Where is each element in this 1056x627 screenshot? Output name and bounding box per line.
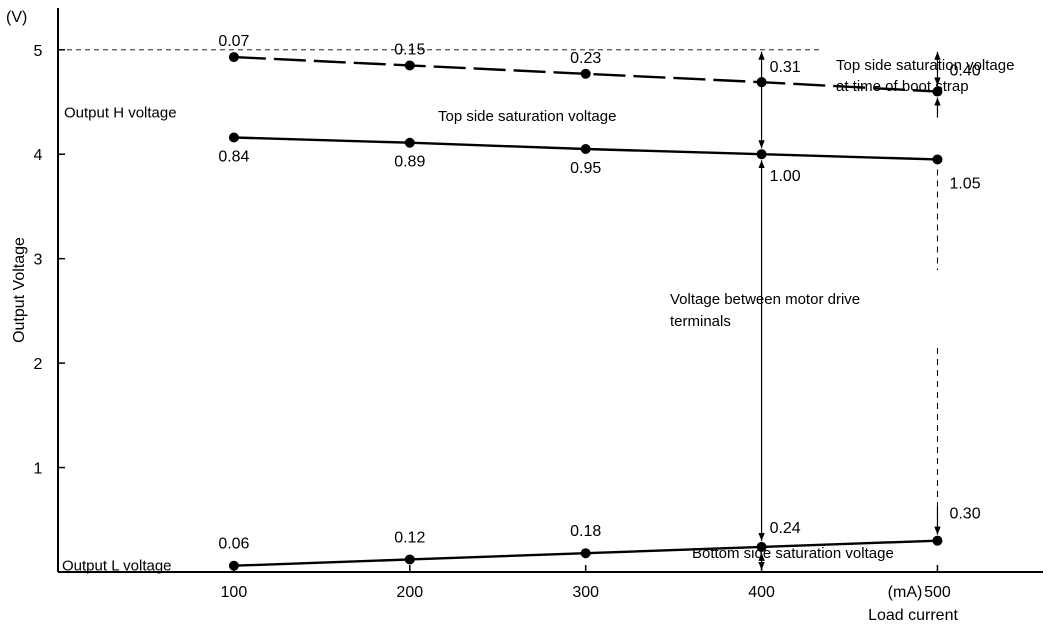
data-label-output-l: 0.18 (570, 523, 601, 540)
x-tick-label: 200 (396, 584, 423, 601)
annotation-motor-line2: terminals (670, 313, 731, 330)
y-tick-label: 3 (34, 252, 43, 269)
annotation-bottom-side: Bottom side saturation voltage (692, 545, 894, 562)
y-unit-label: (V) (6, 9, 27, 26)
x-axis-title: Load current (868, 607, 958, 624)
data-point-boot-strap (932, 86, 943, 97)
annotation-boot-line1: Top side saturation voltage (836, 57, 1014, 74)
y-tick-label: 1 (34, 461, 43, 478)
series-name-output-l: Output L voltage (62, 558, 172, 575)
data-point-output-l (228, 560, 239, 571)
annotation-top-side: Top side saturation voltage (438, 108, 616, 125)
data-label-output-h: 0.89 (394, 154, 425, 171)
data-label-boot-strap: 0.40 (949, 63, 980, 80)
annotation-motor-line1: Voltage between motor drive (670, 291, 860, 308)
data-point-output-h (404, 137, 415, 148)
data-point-boot-strap (404, 60, 415, 71)
data-label-output-h: 0.95 (570, 160, 601, 177)
data-label-output-l: 0.06 (218, 536, 249, 553)
data-label-boot-strap: 0.23 (570, 50, 601, 67)
x-unit-label: (mA) (888, 584, 923, 601)
data-point-output-h (932, 154, 943, 165)
y-tick-label: 2 (34, 356, 43, 373)
annotations-layer: Top side saturation voltage at time of bo… (438, 51, 1014, 570)
data-point-boot-strap (228, 52, 239, 63)
data-point-output-l (756, 541, 767, 552)
data-point-output-l (404, 554, 415, 565)
y-axis-title: Output Voltage (11, 237, 28, 343)
data-point-boot-strap (580, 68, 591, 79)
data-label-boot-strap: 0.15 (394, 41, 425, 58)
data-point-output-l (580, 548, 591, 559)
x-tick-label: 400 (748, 584, 775, 601)
x-tick-label: 100 (221, 584, 248, 601)
data-label-boot-strap: 0.07 (218, 33, 249, 50)
data-label-output-h: 1.00 (770, 168, 801, 185)
series-line-boot-strap (233, 55, 938, 93)
data-label-output-l: 0.12 (394, 529, 425, 546)
data-point-output-h (228, 132, 239, 143)
data-label-output-l: 0.30 (949, 506, 980, 523)
y-tick-label: 4 (34, 147, 43, 164)
annotation-boot-line2: at time of boot strap (836, 78, 969, 95)
data-label-output-h: 0.84 (218, 149, 249, 166)
series-layer: 0.07 0.15 0.23 0.31 0.40 0.84 0.89 0.95 1.00 1.05… (62, 33, 981, 575)
axes: 1 2 3 4 5 100 200 300 400 500 (V) Output Voltage (mA… (6, 8, 1043, 624)
data-point-output-h (580, 144, 591, 154)
y-tick-label: 5 (34, 43, 43, 60)
data-point-output-h (756, 149, 767, 160)
reference-lines (58, 49, 938, 531)
data-point-output-l (932, 535, 943, 546)
x-tick-label: 500 (924, 584, 951, 601)
data-label-boot-strap: 0.31 (770, 59, 801, 76)
x-tick-label: 300 (572, 584, 599, 601)
series-name-output-h: Output H voltage (64, 105, 177, 122)
data-label-output-l: 0.24 (770, 520, 801, 537)
data-label-output-h: 1.05 (949, 175, 980, 192)
